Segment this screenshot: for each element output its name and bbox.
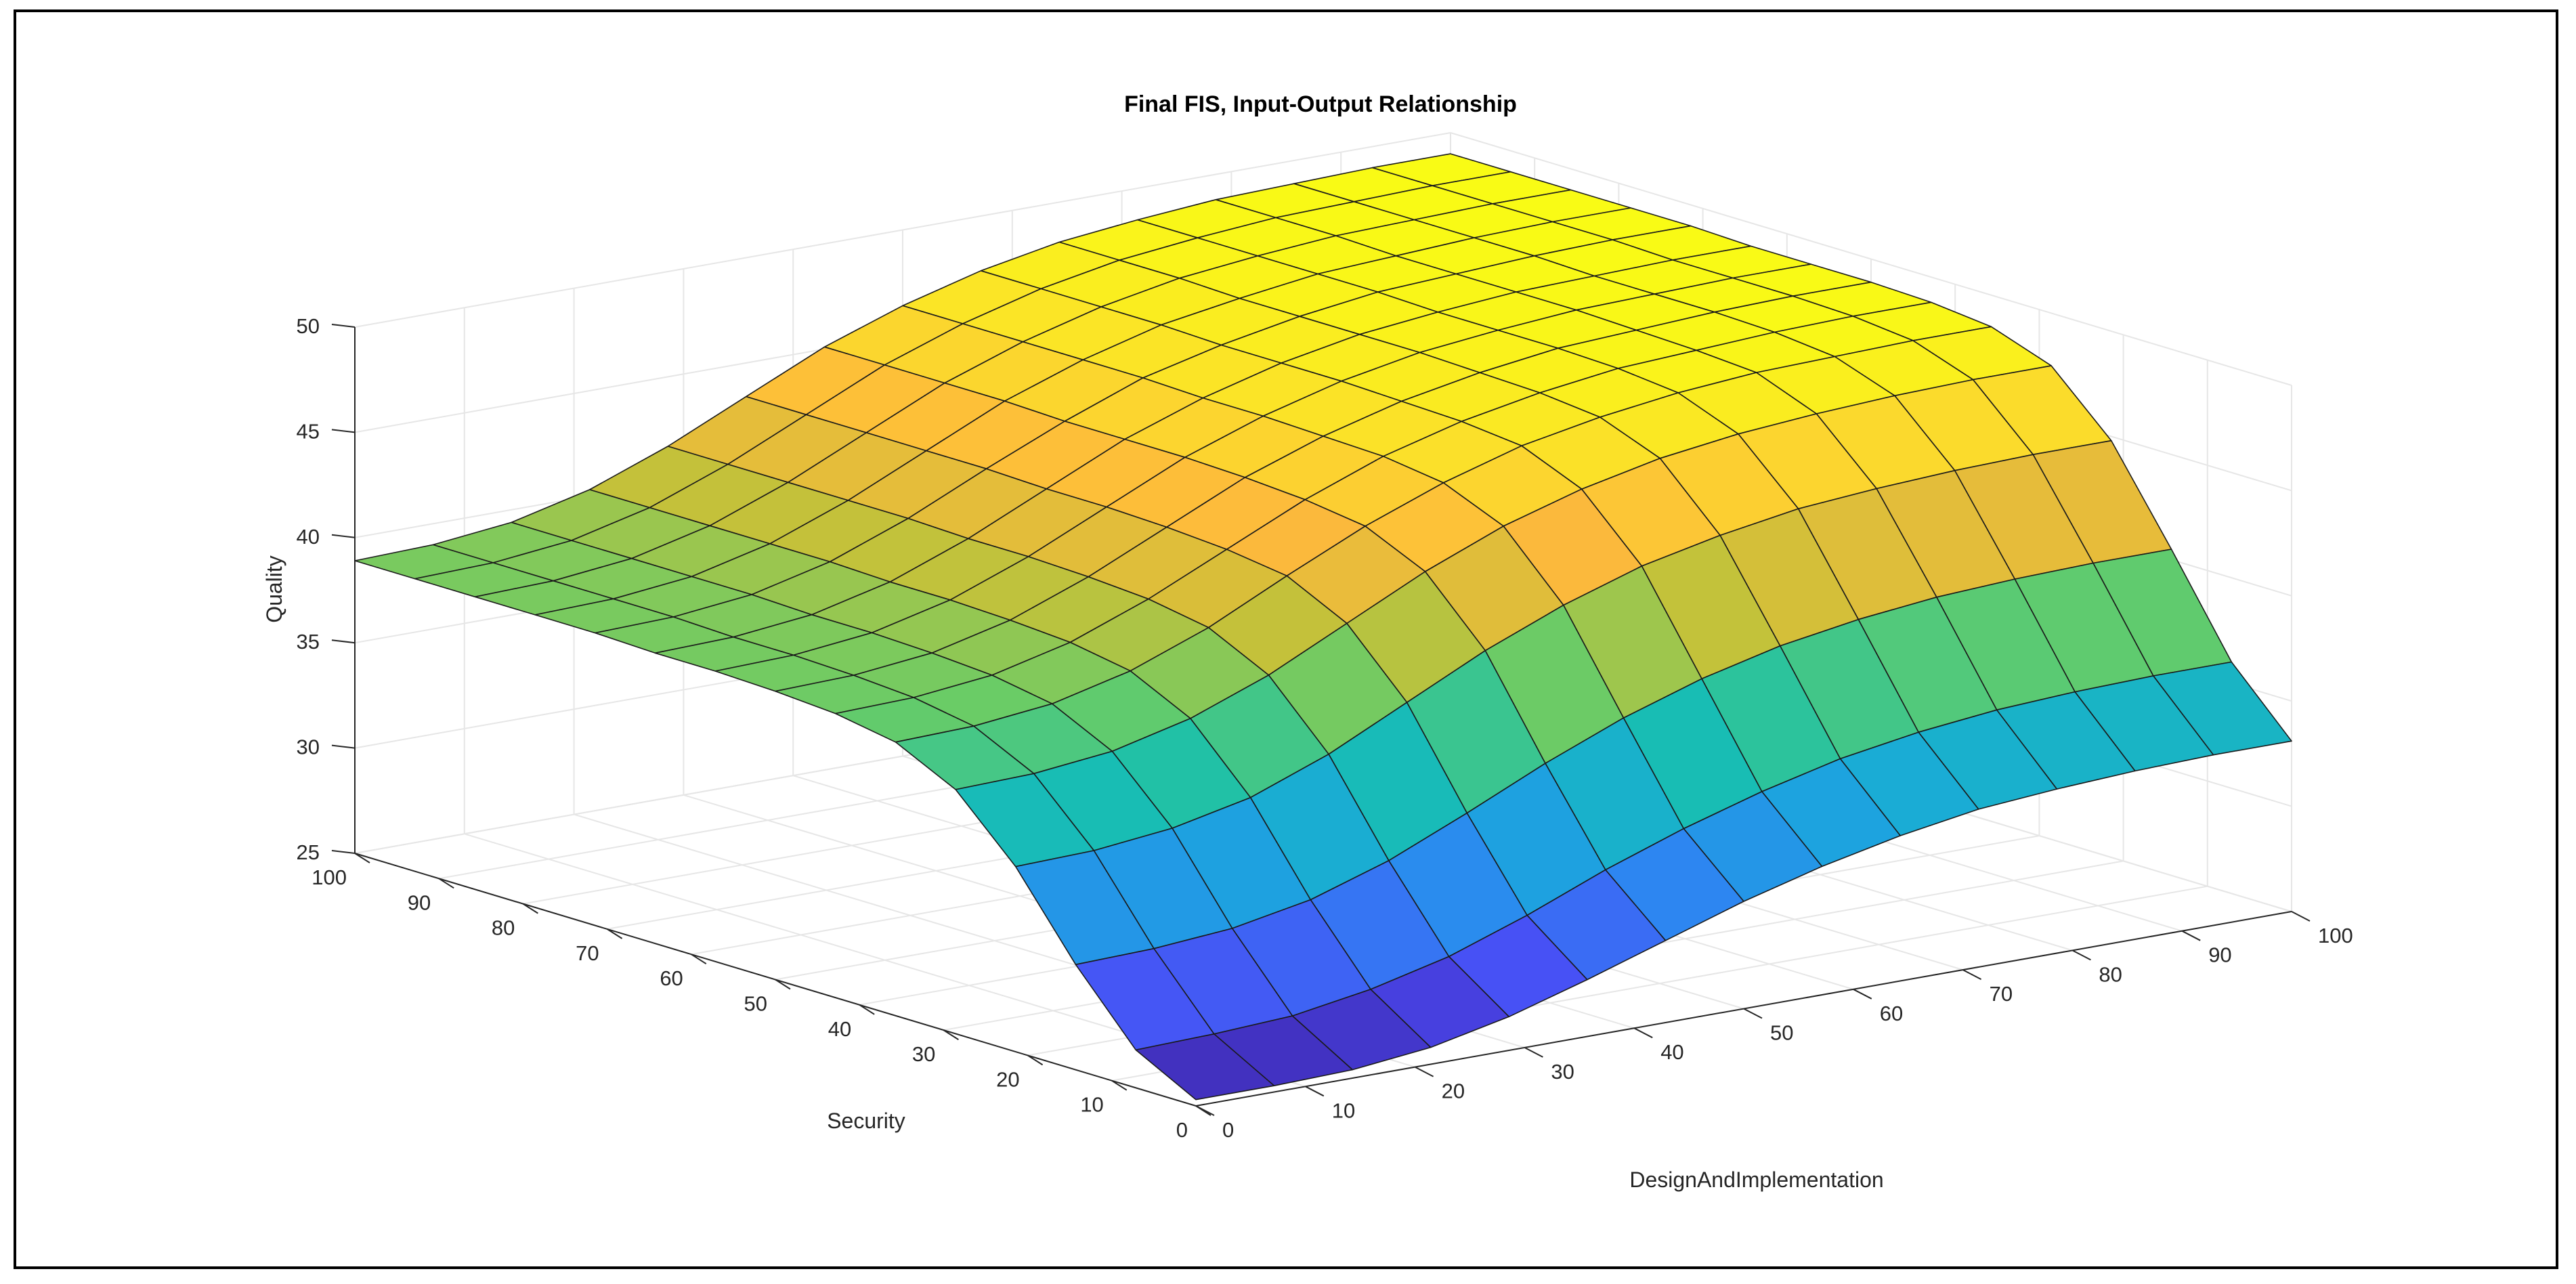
- y-tick-label: 0: [1176, 1118, 1188, 1142]
- y-tick: [691, 954, 707, 965]
- x-tick: [1524, 1047, 1543, 1058]
- z-tick-label: 40: [297, 525, 320, 549]
- z-tick: [331, 429, 356, 433]
- y-tick-label: 20: [996, 1067, 1019, 1091]
- surface-layer: [354, 153, 2292, 1100]
- z-tick: [331, 534, 356, 538]
- chart-title: Final FIS, Input-Output Relationship: [1124, 91, 1517, 117]
- x-tick-label: 20: [1442, 1079, 1465, 1103]
- x-tick: [1853, 988, 1872, 1000]
- x-tick-label: 10: [1332, 1098, 1355, 1122]
- y-tick: [1027, 1054, 1044, 1066]
- y-tick-label: 40: [828, 1017, 851, 1041]
- x-axis-label: DesignAndImplementation: [1629, 1168, 1883, 1192]
- y-tick-label: 80: [492, 916, 515, 940]
- y-tick: [607, 928, 623, 939]
- z-tick: [331, 744, 356, 749]
- z-tick: [331, 850, 356, 854]
- y-tick-label: 10: [1080, 1093, 1103, 1117]
- grid-line: [354, 132, 1451, 328]
- z-axis-label: Quality: [262, 555, 286, 623]
- y-tick-label: 50: [744, 992, 767, 1016]
- z-tick: [331, 639, 356, 644]
- y-tick: [354, 853, 370, 863]
- x-tick: [1962, 969, 1982, 980]
- y-tick: [775, 979, 791, 990]
- y-axis-label: Security: [827, 1109, 905, 1133]
- x-tick: [2291, 911, 2311, 922]
- z-tick: [331, 324, 356, 328]
- y-tick: [438, 878, 454, 889]
- y-tick-label: 100: [312, 865, 347, 889]
- z-tick-label: 25: [297, 840, 320, 864]
- surface-plot: Final FIS, Input-Output Relationship Des…: [262, 91, 2353, 1192]
- y-tick: [859, 1004, 875, 1015]
- y-tick: [943, 1029, 959, 1040]
- surface-patch: [1135, 1033, 1275, 1100]
- x-tick: [1633, 1027, 1653, 1039]
- x-tick: [2071, 949, 2091, 961]
- x-tick-label: 30: [1551, 1060, 1574, 1084]
- y-tick: [1195, 1105, 1211, 1116]
- y-tick-label: 60: [660, 966, 683, 990]
- text-layer: Final FIS, Input-Output Relationship Des…: [262, 91, 2353, 1192]
- y-tick-label: 30: [912, 1042, 935, 1066]
- x-tick: [2181, 930, 2201, 941]
- y-tick: [522, 903, 538, 914]
- x-tick: [1743, 1008, 1763, 1019]
- axes-layer: [331, 324, 2311, 1116]
- z-tick-label: 50: [297, 314, 320, 338]
- z-tick-label: 35: [297, 630, 320, 654]
- x-tick-label: 80: [2099, 962, 2122, 986]
- x-tick-label: 90: [2208, 943, 2231, 967]
- y-tick-label: 70: [576, 941, 599, 965]
- x-tick-label: 70: [1990, 982, 2013, 1006]
- grid-line: [1450, 132, 2292, 386]
- x-tick: [1415, 1066, 1434, 1077]
- y-tick-label: 90: [408, 891, 431, 914]
- z-tick-label: 45: [297, 419, 320, 443]
- y-tick: [1111, 1079, 1128, 1091]
- x-tick-label: 40: [1660, 1040, 1683, 1064]
- z-tick-label: 30: [297, 735, 320, 759]
- figure-frame: Final FIS, Input-Output Relationship Des…: [14, 9, 2558, 1269]
- x-tick-label: 0: [1222, 1118, 1234, 1142]
- x-tick-label: 100: [2318, 924, 2353, 947]
- x-tick: [1305, 1086, 1325, 1097]
- x-tick-label: 60: [1880, 1002, 1903, 1025]
- x-tick-label: 50: [1770, 1021, 1793, 1045]
